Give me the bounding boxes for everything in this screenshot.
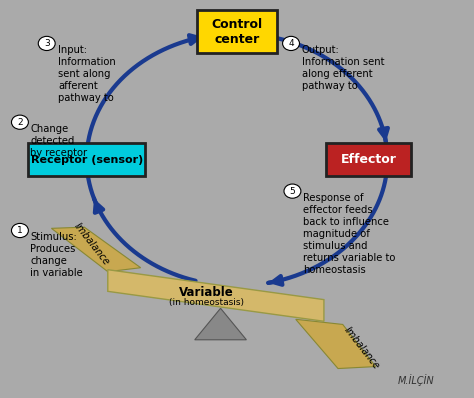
Polygon shape	[296, 319, 375, 369]
Circle shape	[38, 36, 55, 51]
Text: Control
center: Control center	[211, 18, 263, 46]
Text: 3: 3	[44, 39, 50, 48]
Text: Change
detected
by receptor: Change detected by receptor	[30, 124, 87, 158]
Text: Stimulus:
Produces
change
in variable: Stimulus: Produces change in variable	[30, 232, 83, 279]
Circle shape	[11, 223, 28, 238]
FancyBboxPatch shape	[326, 143, 411, 176]
Text: 5: 5	[290, 187, 295, 196]
Text: 2: 2	[17, 118, 23, 127]
FancyBboxPatch shape	[197, 10, 277, 53]
Text: 4: 4	[288, 39, 294, 48]
Text: M.İLÇİN: M.İLÇİN	[398, 374, 434, 386]
Text: (in homeostasis): (in homeostasis)	[169, 298, 244, 307]
Circle shape	[11, 115, 28, 129]
Text: 1: 1	[17, 226, 23, 235]
Polygon shape	[51, 227, 141, 272]
Circle shape	[284, 184, 301, 198]
Polygon shape	[108, 270, 324, 321]
Circle shape	[283, 36, 300, 51]
Polygon shape	[195, 308, 246, 340]
Text: Variable: Variable	[179, 286, 234, 299]
Text: Receptor (sensor): Receptor (sensor)	[30, 154, 143, 165]
FancyBboxPatch shape	[28, 143, 146, 176]
Text: Effector: Effector	[341, 153, 396, 166]
Text: Imbalance: Imbalance	[72, 221, 111, 267]
Text: Output:
Information sent
along efferent
pathway to: Output: Information sent along efferent …	[302, 45, 384, 92]
Text: Response of
effector feeds
back to influence
magnitude of
stimulus and
returns v: Response of effector feeds back to influ…	[303, 193, 395, 275]
Text: Imbalance: Imbalance	[342, 325, 381, 371]
Text: Input:
Information
sent along
afferent
pathway to: Input: Information sent along afferent p…	[58, 45, 116, 103]
